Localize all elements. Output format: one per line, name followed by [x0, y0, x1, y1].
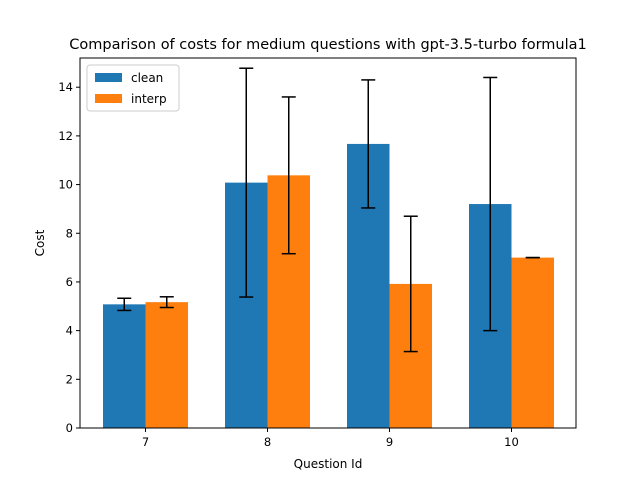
legend-swatch-interp: [95, 94, 122, 103]
y-tick-label-0: 0: [66, 421, 73, 435]
y-tick-label-6: 6: [66, 275, 73, 289]
y-tick-label-14: 14: [58, 80, 73, 94]
x-tick-label-9: 9: [386, 435, 393, 449]
y-axis-label: Cost: [33, 229, 47, 256]
x-tick-label-8: 8: [264, 435, 271, 449]
y-tick-label-4: 4: [66, 324, 73, 338]
x-axis: 7 8 9 10: [142, 428, 519, 449]
error-bars-layer: [117, 67, 540, 353]
chart-title: Comparison of costs for medium questions…: [69, 37, 586, 53]
legend-swatch-clean: [95, 73, 122, 82]
bar-interp-7: [145, 302, 188, 428]
y-axis: 0 2 4 6 8 10 12 14: [58, 80, 80, 435]
bar-clean-7: [103, 304, 146, 428]
x-tick-label-10: 10: [504, 435, 519, 449]
y-tick-label-8: 8: [66, 226, 73, 240]
y-tick-label-2: 2: [66, 372, 73, 386]
y-tick-label-12: 12: [58, 129, 73, 143]
legend-label-clean: clean: [131, 71, 163, 85]
legend-label-interp: interp: [131, 92, 167, 106]
bar-interp-10: [511, 257, 554, 428]
x-axis-label: Question Id: [294, 457, 363, 471]
plot-frame: [79, 57, 577, 429]
x-tick-label-7: 7: [142, 435, 149, 449]
y-tick-label-10: 10: [58, 178, 73, 192]
legend: clean interp: [86, 64, 180, 112]
